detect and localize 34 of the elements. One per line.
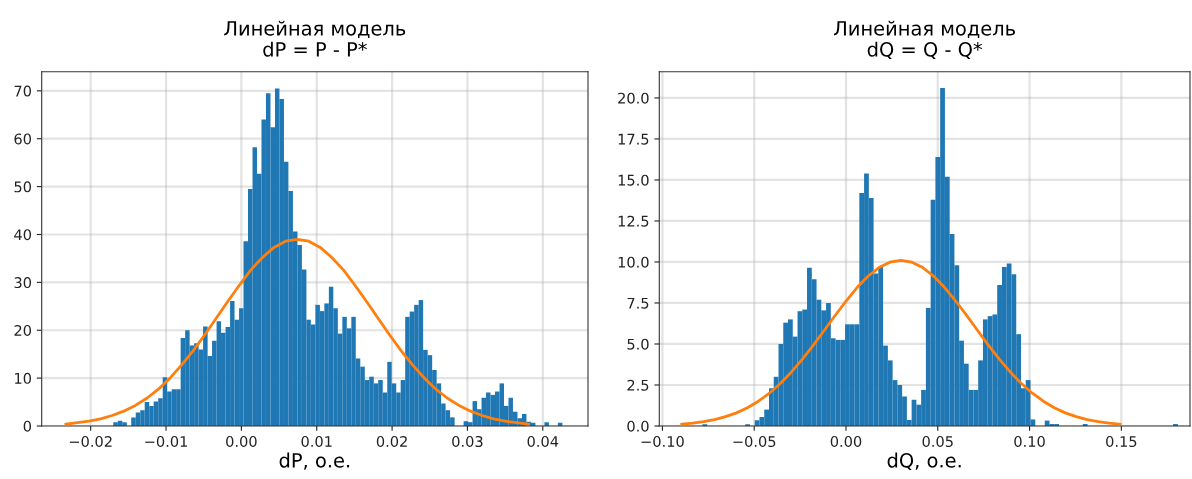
y-tick-label: 10.0 [618,256,649,268]
y-tick-label: 20.0 [618,92,649,104]
x-tick-label: −0.01 [145,435,188,448]
y-tick-label: 60 [14,133,32,145]
x-tick-label: −0.02 [69,435,112,448]
x-tick-label: 0.01 [301,435,332,448]
x-axis-title: dP, о.е. [279,452,350,470]
x-tick-label: −0.05 [733,435,776,448]
y-tick-label: 15.0 [618,174,649,186]
x-tick-label: 0.00 [830,435,862,448]
y-tick-label: 2.5 [627,379,649,391]
x-tick-label: 0.05 [922,435,953,448]
y-tick-label: 7.5 [627,297,649,309]
y-tick-label: 5.0 [627,338,649,350]
y-tick-label: 40 [14,229,32,241]
x-tick-label: 0.00 [226,435,257,448]
x-tick-label: 0.15 [1106,435,1137,448]
x-tick-label: −0.10 [641,435,684,448]
y-tick-label: 50 [14,181,32,193]
y-tick-label: 12.5 [618,215,649,227]
y-tick-label: 0 [23,420,32,432]
x-axis-title: dQ, о.е. [887,452,961,470]
y-tick-label: 10 [15,372,32,384]
y-tick-label: 20 [14,324,32,336]
y-tick-label: 17.5 [618,133,649,145]
y-tick-label: 30 [14,277,32,289]
x-tick-label: 0.10 [1014,435,1045,448]
chart-title: Линейная модель dP = P - P* [224,20,406,57]
x-tick-label: 0.04 [527,435,559,448]
y-tick-label: 0.0 [627,420,649,432]
chart-title: Линейная модель dQ = Q - Q* [833,20,1015,59]
x-tick-label: 0.02 [376,435,407,448]
y-tick-label: 70 [14,85,32,97]
x-tick-label: 0.03 [452,435,483,448]
